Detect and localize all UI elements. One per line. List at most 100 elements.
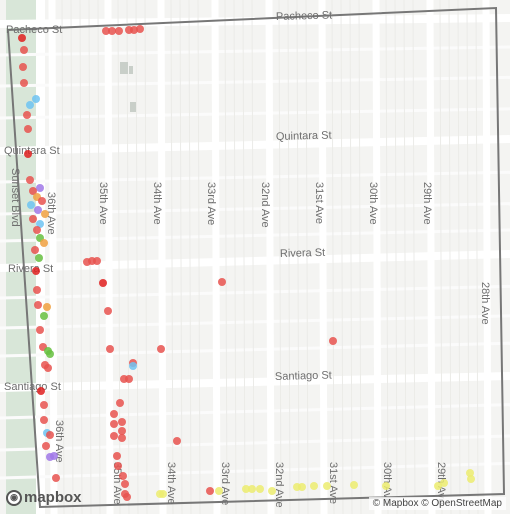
data-point[interactable]: [123, 493, 131, 501]
data-point[interactable]: [157, 345, 165, 353]
data-point[interactable]: [42, 442, 50, 450]
lot-line: [126, 0, 130, 514]
mapbox-attribution-link[interactable]: © Mapbox: [372, 498, 419, 509]
road-vertical: [211, 0, 221, 514]
data-point[interactable]: [24, 125, 32, 133]
data-point[interactable]: [102, 27, 110, 35]
data-point[interactable]: [118, 418, 126, 426]
data-point[interactable]: [40, 416, 48, 424]
data-point[interactable]: [115, 27, 123, 35]
data-point[interactable]: [110, 432, 118, 440]
street-label: Rivera St: [280, 247, 326, 260]
data-point[interactable]: [43, 303, 51, 311]
data-point[interactable]: [218, 278, 226, 286]
lot-line: [296, 0, 300, 514]
street-label: 34th Ave: [151, 182, 163, 225]
data-point[interactable]: [108, 27, 116, 35]
data-point[interactable]: [18, 34, 26, 42]
data-point[interactable]: [248, 485, 256, 493]
data-point[interactable]: [467, 475, 475, 483]
data-point[interactable]: [34, 206, 42, 214]
data-point[interactable]: [29, 215, 37, 223]
data-point[interactable]: [40, 239, 48, 247]
data-point[interactable]: [125, 375, 133, 383]
data-point[interactable]: [113, 452, 121, 460]
data-point[interactable]: [268, 487, 276, 495]
data-point[interactable]: [242, 485, 250, 493]
data-point[interactable]: [41, 210, 49, 218]
lot-line: [412, 0, 416, 514]
data-point[interactable]: [440, 479, 448, 487]
data-point[interactable]: [33, 226, 41, 234]
data-point[interactable]: [35, 254, 43, 262]
data-point[interactable]: [215, 487, 223, 495]
data-point[interactable]: [434, 482, 442, 490]
lot-line: [331, 0, 335, 514]
road-minor: [0, 284, 510, 300]
data-point[interactable]: [118, 427, 126, 435]
data-point[interactable]: [24, 150, 32, 158]
data-point[interactable]: [130, 26, 138, 34]
data-point[interactable]: [310, 482, 318, 490]
data-point[interactable]: [46, 431, 54, 439]
data-point[interactable]: [329, 337, 337, 345]
data-point[interactable]: [34, 301, 42, 309]
data-point[interactable]: [466, 469, 474, 477]
data-point[interactable]: [32, 267, 40, 275]
data-point[interactable]: [33, 286, 41, 294]
data-point[interactable]: [298, 483, 306, 491]
street-label: 28th Ave: [479, 282, 491, 325]
data-point[interactable]: [26, 176, 34, 184]
data-point[interactable]: [20, 79, 28, 87]
data-point[interactable]: [106, 345, 114, 353]
data-point[interactable]: [129, 362, 137, 370]
data-point[interactable]: [37, 387, 45, 395]
data-point[interactable]: [110, 420, 118, 428]
data-point[interactable]: [44, 364, 52, 372]
data-point[interactable]: [20, 46, 28, 54]
data-point[interactable]: [136, 25, 144, 33]
data-point[interactable]: [36, 220, 44, 228]
mapbox-logo[interactable]: ◉ mapbox: [6, 489, 82, 506]
data-point[interactable]: [38, 197, 46, 205]
road-minor: [0, 228, 510, 243]
data-point[interactable]: [46, 350, 54, 358]
data-point[interactable]: [206, 487, 214, 495]
data-point[interactable]: [29, 187, 37, 195]
lot-line: [305, 0, 309, 514]
data-point[interactable]: [93, 257, 101, 265]
data-point[interactable]: [40, 312, 48, 320]
data-point[interactable]: [119, 472, 127, 480]
data-point[interactable]: [36, 184, 44, 192]
data-point[interactable]: [50, 452, 58, 460]
osm-attribution-link[interactable]: © OpenStreetMap: [421, 498, 502, 509]
data-point[interactable]: [36, 326, 44, 334]
data-point[interactable]: [121, 480, 129, 488]
data-point[interactable]: [173, 437, 181, 445]
street-label: 29th Ave: [421, 182, 433, 225]
data-point[interactable]: [256, 485, 264, 493]
data-point[interactable]: [114, 462, 122, 470]
data-point[interactable]: [31, 246, 39, 254]
map-attribution: © Mapbox © OpenStreetMap: [368, 497, 506, 510]
road-horizontal: [0, 14, 510, 28]
data-point[interactable]: [116, 399, 124, 407]
data-point[interactable]: [32, 95, 40, 103]
data-point[interactable]: [23, 111, 31, 119]
data-point[interactable]: [40, 401, 48, 409]
lot-line: [170, 0, 174, 514]
data-point[interactable]: [110, 410, 118, 418]
data-point[interactable]: [104, 307, 112, 315]
data-point[interactable]: [382, 482, 390, 490]
data-point[interactable]: [159, 490, 167, 498]
data-point[interactable]: [52, 474, 60, 482]
data-point[interactable]: [26, 101, 34, 109]
data-point[interactable]: [99, 279, 107, 287]
data-point[interactable]: [350, 481, 358, 489]
data-point[interactable]: [118, 434, 126, 442]
data-point[interactable]: [19, 63, 27, 71]
data-point[interactable]: [27, 201, 35, 209]
data-point[interactable]: [323, 482, 331, 490]
